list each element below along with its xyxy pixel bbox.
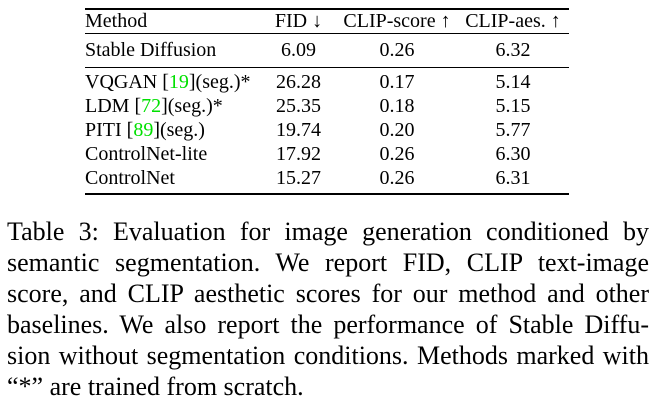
citation-link[interactable]: 72 [141,94,162,117]
method-suffix: ](seg.) [153,118,205,141]
table-row-controlnet-lite: ControlNet-lite 17.92 0.26 6.30 [85,142,569,166]
cell-method: LDM [72](seg.)* [85,94,260,118]
table-row-stable-diffusion: Stable Diffusion 6.09 0.26 6.32 [85,34,569,68]
caption-line: sion without segmentation conditions. Me… [7,341,649,370]
caption-line: score, and CLIP aesthetic scores for our… [7,279,649,308]
cell-clip-score: 0.26 [379,142,415,165]
citation-link[interactable]: 89 [133,118,154,141]
cell-fid: 17.92 [276,142,321,165]
cell-clip-aes: 6.32 [495,39,531,61]
method-name: LDM [ [85,94,142,117]
cell-method: PITI [89](seg.) [85,118,260,142]
table-row-vqgan: VQGAN [19](seg.)* 26.28 0.17 5.14 [85,68,569,95]
cell-fid: 19.74 [276,118,321,141]
cell-method: Stable Diffusion [85,39,217,61]
cell-clip-score: 0.26 [379,166,415,189]
cell-clip-aes: 6.30 [495,142,531,165]
col-header-clip-score: CLIP-score ↑ [343,10,451,32]
cell-method: ControlNet [85,166,260,194]
cell-clip-aes: 5.14 [495,70,531,93]
cell-method: ControlNet-lite [85,142,260,166]
col-header-method: Method [85,10,148,32]
method-name: VQGAN [ [85,70,169,93]
citation-link[interactable]: 19 [168,70,189,93]
caption-line: “*” are trained from scratch. [7,372,304,401]
results-table: Method FID ↓ CLIP-score ↑ CLIP-aes. ↑ St… [85,8,569,195]
header-row: Method FID ↓ CLIP-score ↑ CLIP-aes. ↑ [85,9,569,34]
col-header-clip-aes: CLIP-aes. ↑ [465,10,561,32]
caption-line: Table 3: Evaluation for image generation… [7,217,649,246]
cell-fid: 26.28 [276,70,321,93]
cell-clip-score: 0.20 [379,118,415,141]
cell-clip-aes: 5.77 [495,118,531,141]
table-row-ldm: LDM [72](seg.)* 25.35 0.18 5.15 [85,94,569,118]
cell-clip-aes: 5.15 [495,94,531,117]
cell-clip-score: 0.18 [379,94,415,117]
caption-line: semantic segmentation. We report FID, CL… [7,248,649,277]
table-row-controlnet: ControlNet 15.27 0.26 6.31 [85,166,569,194]
method-suffix: ](seg.)* [161,94,223,117]
cell-clip-score: 0.26 [379,39,415,61]
method-name: ControlNet-lite [85,142,208,165]
method-name: PITI [ [85,118,134,141]
method-suffix: ](seg.)* [188,70,251,93]
cell-fid: 15.27 [276,166,321,189]
method-name: ControlNet [85,166,175,189]
cell-clip-aes: 6.31 [495,166,531,189]
table-caption: Table 3: Evaluation for image generation… [7,216,649,402]
table-row-piti: PITI [89](seg.) 19.74 0.20 5.77 [85,118,569,142]
cell-method: VQGAN [19](seg.)* [85,68,260,95]
caption-line: baselines. We also report the performanc… [7,310,649,339]
cell-clip-score: 0.17 [379,70,415,93]
cell-fid: 25.35 [276,94,321,117]
col-header-fid: FID ↓ [274,10,323,32]
cell-fid: 6.09 [281,39,316,61]
